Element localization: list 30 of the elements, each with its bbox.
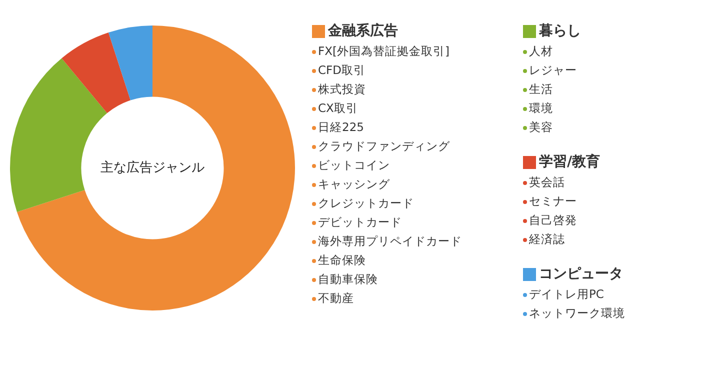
text: セミナー (529, 194, 577, 208)
text: 美容 (529, 120, 553, 134)
text: 環境 (529, 101, 553, 115)
text: 生活 (529, 82, 553, 96)
text: 経済誌 (529, 232, 565, 246)
legend-label: コンピュータ (539, 265, 623, 283)
legend-label: 金融系広告 (328, 22, 398, 40)
legend-label: 暮らし (539, 22, 581, 40)
text: キャッシング (318, 177, 390, 191)
text: 生命保険 (318, 253, 366, 267)
text: 不動産 (318, 291, 354, 305)
text: デイトレ用PC (529, 287, 604, 301)
text: 主な広告ジャンル (100, 159, 204, 176)
text: 自動車保険 (318, 272, 378, 286)
text: 自己啓発 (529, 213, 577, 227)
text: クレジットカード (318, 196, 414, 210)
text: CX取引 (318, 101, 358, 115)
text: ネットワーク環境 (529, 306, 625, 320)
text: 人材 (529, 44, 553, 58)
text: CFD取引 (318, 63, 366, 77)
text: デビットカード (318, 215, 402, 229)
text: ビットコイン (318, 158, 390, 172)
text: 株式投資 (318, 82, 366, 96)
text: 海外専用プリペイドカード (318, 234, 462, 248)
text: 英会話 (529, 175, 565, 189)
text: クラウドファンディング (318, 139, 450, 153)
text: FX[外国為替証拠金取引] (318, 44, 450, 58)
legend-label: 学習/教育 (539, 153, 600, 171)
text: レジャー (529, 63, 577, 77)
text: 日経225 (318, 120, 364, 134)
